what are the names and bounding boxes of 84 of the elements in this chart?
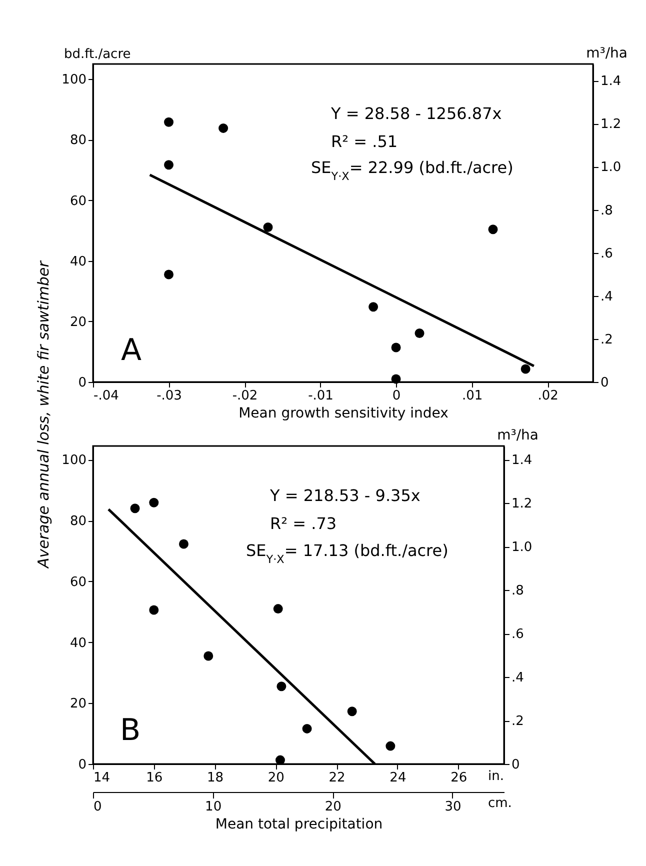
point [488, 224, 498, 234]
y2-tick-label: 1.0 [512, 540, 532, 556]
y-tick-label: 40 [70, 254, 86, 270]
x-axis-title: Mean growth sensitivity index [238, 406, 448, 422]
y2-tick-label: 1.0 [600, 160, 622, 176]
text: cm. [488, 796, 512, 811]
point [276, 682, 286, 692]
y2-tick-label: .8 [600, 203, 613, 218]
y2-tick-label: 1.4 [600, 74, 622, 90]
point [149, 498, 159, 508]
point [218, 123, 228, 133]
y-tick-label: 20 [70, 314, 86, 330]
x-tick-label: -.02 [232, 388, 258, 404]
annotation: R² = .73 [270, 514, 337, 533]
x-tick-label: 24 [390, 770, 406, 786]
y-tick-label: 0 [78, 758, 86, 772]
annotation: SE$_{Y·X}$= 22.99 (bd.ft./acre) [311, 158, 514, 182]
point [130, 504, 140, 514]
y2-tick-label: .4 [512, 670, 524, 686]
point [273, 604, 283, 614]
x-tick-label: -.01 [308, 388, 334, 404]
point [368, 302, 378, 312]
annotation: B [120, 713, 141, 748]
y-tick-label: 80 [70, 514, 86, 530]
annotation: Y = 218.53 - 9.35x [269, 486, 420, 505]
point [164, 117, 174, 127]
x2-tick-label: 30 [444, 800, 462, 814]
point [302, 724, 312, 734]
y2-tick-label: .6 [512, 627, 524, 642]
x-tick-label: .02 [538, 388, 558, 404]
x-tick-label: 18 [207, 770, 224, 786]
y2-axis-title: m³/ha [586, 46, 628, 62]
y2-tick-label: 1.2 [600, 117, 622, 132]
x-tick-label: .01 [462, 388, 483, 404]
y-tick-label: 100 [62, 72, 86, 88]
y-tick-label: 60 [70, 194, 86, 209]
point [164, 160, 174, 170]
y2-tick-label: 1.2 [512, 496, 532, 512]
x2-tick-label: 10 [205, 800, 222, 814]
x-tick-label: 22 [328, 770, 346, 786]
x-axis-title: Mean total precipitation [215, 816, 383, 832]
y-tick-label: 40 [70, 636, 86, 651]
y-tick-label: 60 [70, 574, 86, 590]
point [414, 328, 424, 338]
annotation: SE$_{Y·X}$= 17.13 (bd.ft./acre) [246, 541, 448, 566]
y-tick-label: 20 [70, 696, 86, 712]
point [164, 270, 174, 280]
y2-tick-label: .6 [600, 246, 613, 262]
x-tick-label: 16 [146, 770, 163, 786]
y2-tick-label: .4 [600, 289, 613, 304]
x2-tick-label: 20 [324, 800, 342, 814]
annotation: A [121, 333, 142, 368]
y-tick-label: 100 [62, 453, 86, 468]
x-tick-label: -.03 [156, 388, 182, 404]
point [386, 741, 396, 751]
point [520, 364, 530, 374]
point [263, 222, 273, 232]
y2-tick-label: .2 [512, 714, 524, 730]
annotation: R² = .51 [331, 132, 398, 151]
point [391, 374, 401, 384]
point [149, 605, 159, 615]
point [178, 539, 188, 549]
y2-tick-label: .2 [600, 332, 613, 348]
point [275, 755, 285, 765]
x2-tick-label: 0 [94, 800, 102, 814]
x-tick-label: 14 [94, 770, 110, 786]
y2-tick-label: .8 [512, 584, 524, 599]
y-tick-label: 0 [78, 376, 86, 390]
y2-axis-title: m³/ha [497, 428, 538, 444]
y-tick-label: 80 [70, 133, 86, 148]
y2-tick-label: 0 [600, 376, 609, 390]
x-tick-label: -.04 [94, 388, 119, 404]
point [204, 651, 214, 661]
annotation: Y = 28.58 - 1256.87x [330, 104, 502, 123]
x-tick-label: 26 [450, 770, 468, 786]
y2-tick-label: 0 [512, 758, 520, 772]
point [391, 342, 401, 352]
text: in. [488, 769, 504, 784]
point [347, 706, 357, 716]
text: bd.ft./acre [64, 47, 131, 62]
y-axis-title: Average annual loss, white fir sawtimber [34, 260, 52, 569]
y2-tick-label: 1.4 [512, 453, 532, 468]
x-tick-label: 20 [268, 770, 284, 786]
x-tick-label: 0 [392, 388, 401, 404]
